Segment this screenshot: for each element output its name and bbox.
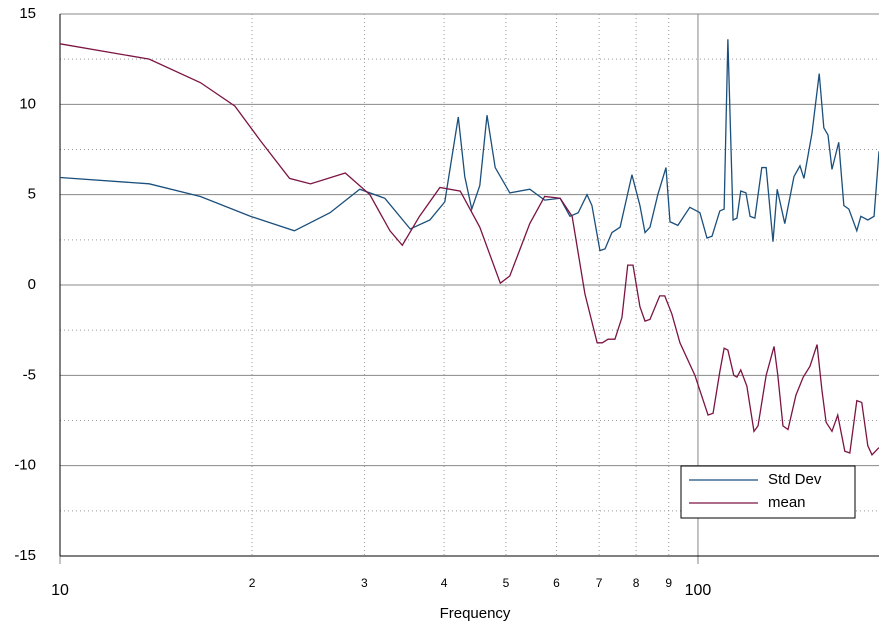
y-tick-label: 5 bbox=[28, 186, 36, 203]
legend: Std Dev mean bbox=[680, 465, 856, 519]
line-series bbox=[59, 39, 879, 252]
x-tick-label: 2 bbox=[249, 576, 256, 590]
x-tick-label: 5 bbox=[503, 576, 510, 590]
x-axis-label: Frequency bbox=[440, 605, 511, 622]
y-tick-label: -10 bbox=[14, 457, 36, 474]
x-tick-label: 100 bbox=[685, 582, 712, 599]
y-tick-label: 0 bbox=[28, 276, 36, 293]
y-tick-label: -15 bbox=[14, 547, 36, 564]
line-series bbox=[59, 43, 879, 456]
y-tick-label: 15 bbox=[19, 5, 36, 22]
legend-label: mean bbox=[768, 494, 806, 511]
x-tick-label: 7 bbox=[596, 576, 603, 590]
legend-label: Std Dev bbox=[768, 471, 822, 488]
x-tick-label: 6 bbox=[553, 576, 560, 590]
legend-box bbox=[680, 465, 856, 519]
x-tick-label: 4 bbox=[441, 576, 448, 590]
y-tick-label: -5 bbox=[23, 366, 36, 383]
x-tick-label: 10 bbox=[51, 582, 69, 599]
x-tick-label: 8 bbox=[633, 576, 640, 590]
x-tick-label: 3 bbox=[361, 576, 368, 590]
x-tick-label: 9 bbox=[665, 576, 672, 590]
y-tick-label: 10 bbox=[19, 95, 36, 112]
